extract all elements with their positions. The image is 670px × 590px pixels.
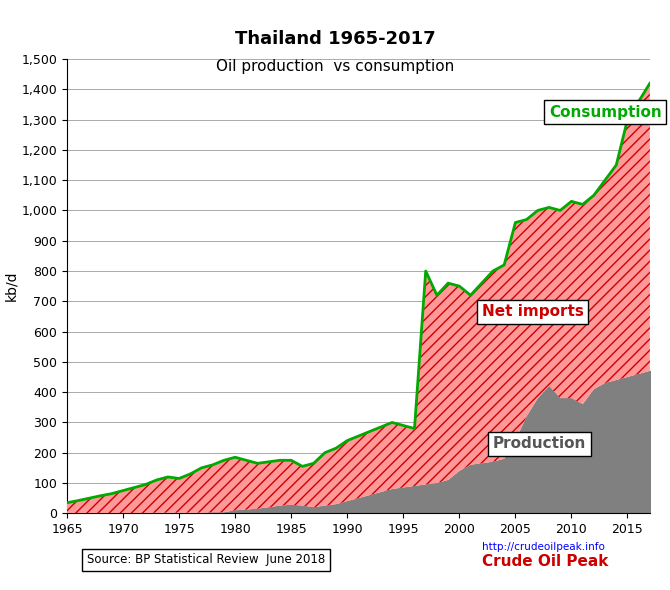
Text: Source: BP Statistical Review  June 2018: Source: BP Statistical Review June 2018 xyxy=(87,553,326,566)
Text: Thailand 1965-2017: Thailand 1965-2017 xyxy=(234,30,436,48)
Text: Consumption: Consumption xyxy=(549,104,662,120)
Text: Crude Oil Peak: Crude Oil Peak xyxy=(482,555,609,569)
Text: Oil production  vs consumption: Oil production vs consumption xyxy=(216,59,454,74)
Y-axis label: kb/d: kb/d xyxy=(5,271,19,301)
Text: http://crudeoilpeak.info: http://crudeoilpeak.info xyxy=(482,542,605,552)
Text: Net imports: Net imports xyxy=(482,304,584,319)
Text: Production: Production xyxy=(493,436,586,451)
